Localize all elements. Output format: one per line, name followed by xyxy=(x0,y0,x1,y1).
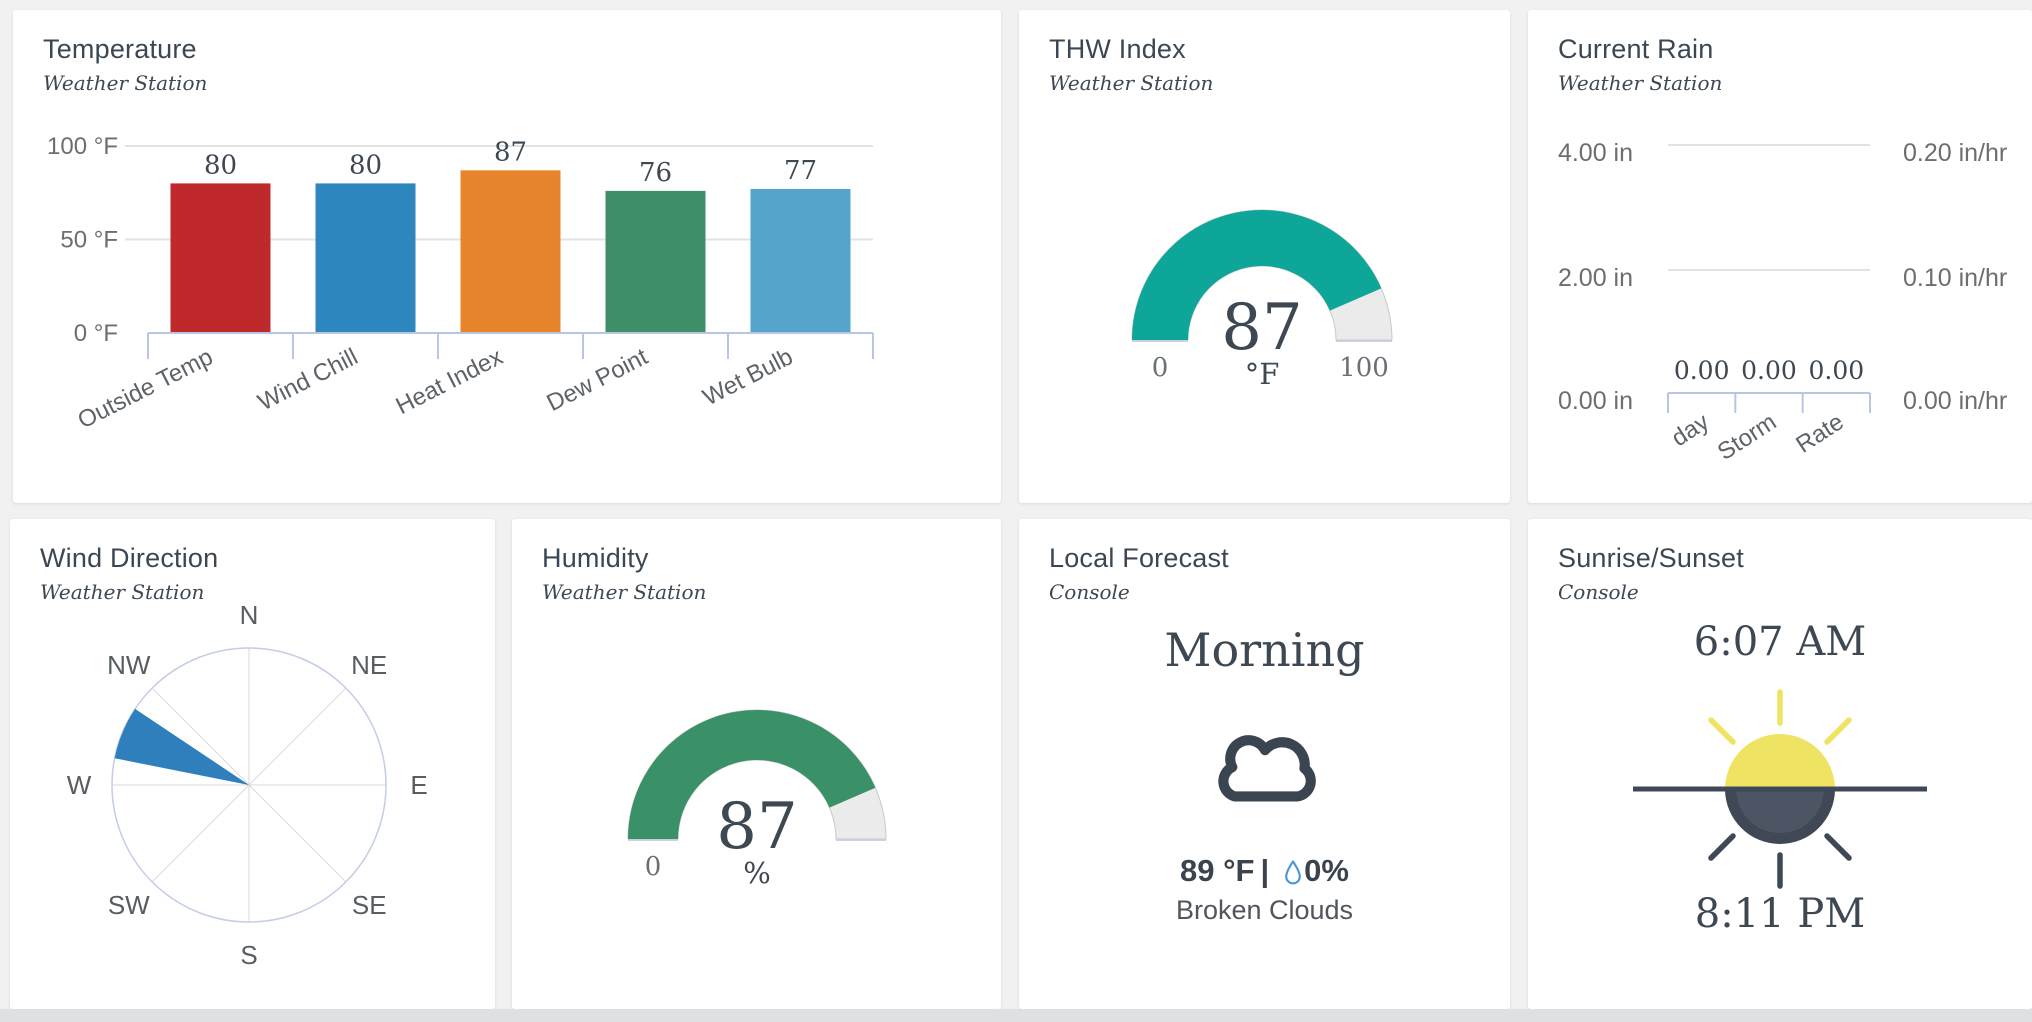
bar-value-label: 77 xyxy=(784,156,817,186)
sunrise-sunset-card[interactable]: Sunrise/Sunset Console 6:07 AM xyxy=(1528,519,2032,1009)
humidity-card-header: Humidity Weather Station xyxy=(542,543,981,604)
x-category-label: Heat Index xyxy=(392,343,508,420)
current-rain-chart: 4.00 in 0.20 in/hr 2.00 in 0.10 in/hr 0.00 i… xyxy=(1558,139,2007,466)
rain-card-title: Current Rain xyxy=(1558,34,1714,64)
bar-wet-bulb[interactable] xyxy=(750,189,851,333)
compass-circle xyxy=(111,647,387,923)
compass-label-w: W xyxy=(67,770,92,800)
sunset-time: 8:11 PM xyxy=(1694,891,1866,937)
wind-card-subtitle: Weather Station xyxy=(40,580,205,604)
cloud-icon xyxy=(1203,721,1327,811)
wind-rose-chart: N NE E SE S SW W NW xyxy=(67,600,428,970)
water-drop-icon xyxy=(1283,859,1303,885)
rain-card-header: Current Rain Weather Station xyxy=(1558,34,2012,95)
thw-index-card[interactable]: THW Index Weather Station 0 100 87 °F xyxy=(1019,10,1510,503)
forecast-card-title: Local Forecast xyxy=(1049,543,1229,573)
sun-upper-half xyxy=(1725,734,1835,789)
x-category-label: Outside Temp xyxy=(73,343,217,434)
sun-card-subtitle: Console xyxy=(1558,580,1639,604)
compass-label-sw: SW xyxy=(108,890,150,920)
forecast-temp-line: 89 °F | 0% xyxy=(1019,853,1510,889)
humidity-card-title: Humidity xyxy=(542,543,649,573)
thw-card-title: THW Index xyxy=(1049,34,1186,64)
x-category-label: Wind Chill xyxy=(254,343,363,416)
rain-left-axis-label: 4.00 in xyxy=(1558,139,1633,167)
temperature-bar-chart: 0 °F 50 °F 100 °F 80 80 87 76 77 Outside Temp Win… xyxy=(47,133,874,434)
sunrise-sunset-icon xyxy=(1600,669,1960,909)
rain-card-subtitle: Weather Station xyxy=(1558,71,1723,95)
local-forecast-card[interactable]: Local Forecast Console Morning 89 °F | 0% … xyxy=(1019,519,1510,1009)
forecast-precip-chance: 0% xyxy=(1304,853,1349,888)
rain-right-axis-label: 0.00 in/hr xyxy=(1903,387,2007,415)
wind-card-header: Wind Direction Weather Station xyxy=(40,543,475,604)
bar-value-label: 87 xyxy=(494,137,527,167)
sun-card-header: Sunrise/Sunset Console xyxy=(1558,543,2012,604)
y-axis-label: 50 °F xyxy=(60,227,118,254)
compass-label-se: SE xyxy=(352,890,387,920)
compass-label-s: S xyxy=(240,940,257,970)
current-rain-card[interactable]: Current Rain Weather Station 4.00 in 0.20… xyxy=(1528,10,2032,503)
rain-left-axis-label: 0.00 in xyxy=(1558,387,1633,415)
temperature-card-subtitle: Weather Station xyxy=(43,71,208,95)
rain-category-label: Storm xyxy=(1713,408,1781,466)
thw-card-header: THW Index Weather Station xyxy=(1049,34,1490,95)
forecast-temperature: 89 °F xyxy=(1180,853,1255,888)
y-axis-label: 100 °F xyxy=(47,133,118,160)
gauge-value: 87 xyxy=(1221,291,1302,365)
sunrise-time: 6:07 AM xyxy=(1693,619,1867,665)
bar-outside-temp[interactable] xyxy=(170,183,271,333)
sun-card-title: Sunrise/Sunset xyxy=(1558,543,1744,573)
temperature-card-header: Temperature Weather Station xyxy=(43,34,981,95)
humidity-card[interactable]: Humidity Weather Station 0 87% xyxy=(512,519,1001,1009)
forecast-condition: Broken Clouds xyxy=(1175,895,1354,925)
rain-left-axis-label: 2.00 in xyxy=(1558,264,1633,292)
forecast-card-header: Local Forecast Console xyxy=(1049,543,1490,604)
bar-heat-index[interactable] xyxy=(460,170,561,333)
gauge-min-label: 0 xyxy=(645,852,662,882)
sun-lower-half-inner xyxy=(1736,789,1824,833)
compass-label-nw: NW xyxy=(107,650,151,680)
compass-label-n: N xyxy=(240,600,259,630)
temperature-card[interactable]: Temperature Weather Station 0 °F 50 °F 100… xyxy=(13,10,1001,503)
forecast-card-subtitle: Console xyxy=(1049,580,1130,604)
y-axis-label: 0 °F xyxy=(74,320,118,347)
rain-category-label: day xyxy=(1667,408,1714,452)
sun-rays-bottom xyxy=(1708,833,1852,889)
thw-gauge: 0 100 87°F xyxy=(1131,209,1393,391)
bar-value-label: 76 xyxy=(639,158,672,188)
rain-right-axis-label: 0.10 in/hr xyxy=(1903,264,2007,292)
gauge-min-label: 0 xyxy=(1152,353,1169,383)
forecast-period-label: Morning xyxy=(1164,623,1365,677)
compass-label-ne: NE xyxy=(351,650,387,680)
rain-category-label: Rate xyxy=(1791,408,1848,458)
bar-wind-chill[interactable] xyxy=(315,183,416,333)
humidity-gauge: 0 87% xyxy=(627,709,887,890)
forecast-separator: | xyxy=(1260,853,1270,888)
bar-value-label: 80 xyxy=(204,150,237,180)
gauge-fill xyxy=(1132,209,1382,340)
rain-value-label: 0.00 xyxy=(1741,356,1797,385)
x-category-label: Wet Bulb xyxy=(699,343,798,411)
gauge-value: 87 xyxy=(716,790,797,864)
wind-direction-card[interactable]: Wind Direction Weather Station N NE E SE S SW… xyxy=(10,519,495,1009)
compass-label-e: E xyxy=(410,770,427,800)
wind-card-title: Wind Direction xyxy=(40,543,219,573)
x-category-label: Dew Point xyxy=(542,343,652,417)
gauge-unit: % xyxy=(743,856,771,890)
gauge-max-label: 100 xyxy=(1339,353,1389,383)
sun-rays-top xyxy=(1708,689,1852,745)
rain-right-axis-label: 0.20 in/hr xyxy=(1903,139,2007,167)
gauge-fill xyxy=(628,710,876,839)
page-bottom-strip xyxy=(0,1009,2032,1022)
wind-direction-wedge xyxy=(114,708,249,785)
rain-value-label: 0.00 xyxy=(1674,356,1730,385)
humidity-card-subtitle: Weather Station xyxy=(542,580,707,604)
bar-dew-point[interactable] xyxy=(605,190,706,333)
gauge-unit: °F xyxy=(1245,357,1280,391)
rain-value-label: 0.00 xyxy=(1808,356,1864,385)
bar-value-label: 80 xyxy=(349,150,382,180)
thw-card-subtitle: Weather Station xyxy=(1049,71,1214,95)
temperature-card-title: Temperature xyxy=(43,34,197,64)
